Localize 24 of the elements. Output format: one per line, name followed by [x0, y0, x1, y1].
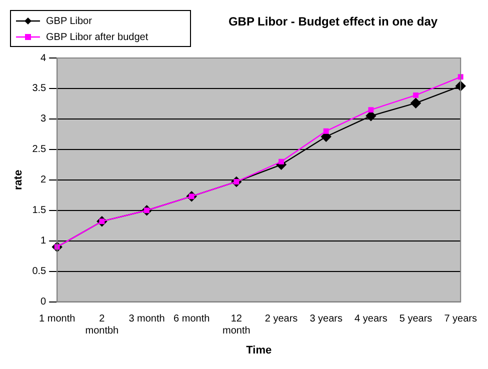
x-tick-label: 2 years	[264, 314, 298, 325]
legend-label: GBP Libor	[46, 16, 93, 27]
y-tick-label: 2	[40, 174, 47, 186]
x-tick-label: 6 month	[174, 314, 210, 325]
x-tick-label: 4 years	[354, 314, 388, 325]
x-tick-label: 12 month	[222, 314, 250, 337]
y-tick-label: 2.5	[32, 144, 47, 156]
chart-title: GBP Libor - Budget effect in one day	[228, 14, 438, 28]
x-tick-label: 5 years	[399, 314, 432, 325]
y-axis-title: rate	[12, 170, 25, 190]
y-tick-label: 3	[40, 114, 47, 125]
legend-label: GBP Libor after budget	[46, 32, 148, 43]
x-tick-label: 7 years	[444, 314, 477, 325]
y-tick-label: 4	[40, 52, 47, 64]
y-tick-label: 0	[40, 296, 47, 308]
x-tick-label: 3 month	[128, 314, 165, 325]
x-tick-label: 1 month	[39, 314, 76, 325]
x-axis-title: Time	[246, 344, 272, 356]
x-tick-label: 3 years	[310, 314, 342, 325]
y-tick-label: 1.5	[32, 205, 47, 216]
x-tick-label: 2 montbh	[85, 314, 119, 337]
y-tick-label: 0.5	[32, 266, 47, 278]
y-tick-label: 3.5	[32, 83, 47, 94]
y-tick-label: 1	[40, 236, 47, 247]
